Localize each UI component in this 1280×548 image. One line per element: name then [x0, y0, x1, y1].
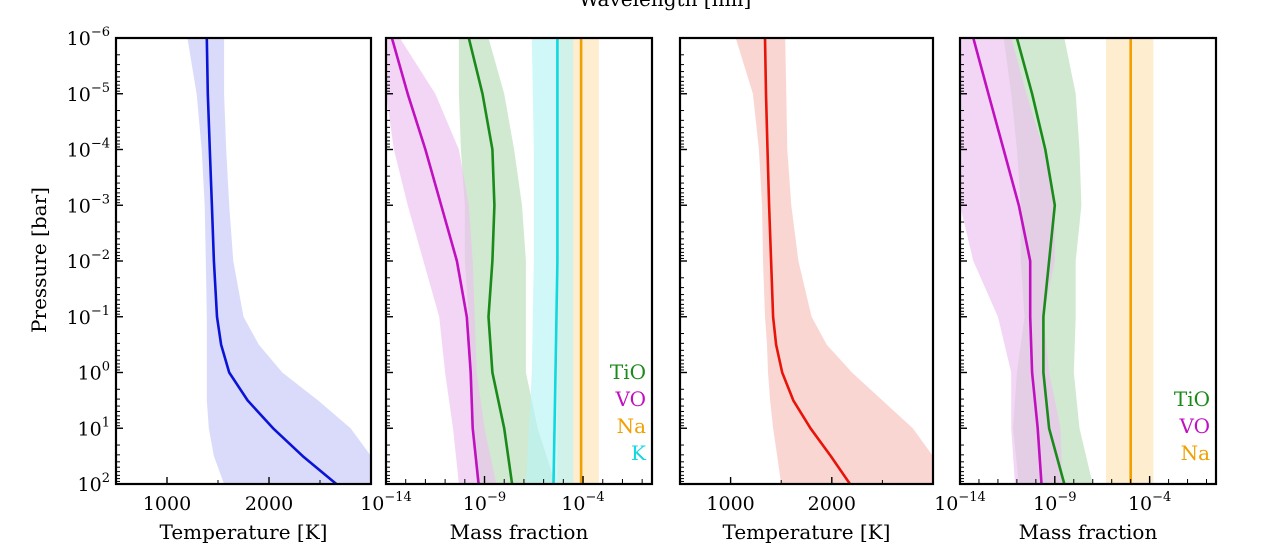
line-k — [552, 38, 559, 484]
y-axis-label: Pressure [bar] — [27, 187, 51, 333]
line-vo — [972, 38, 1043, 484]
x-tick-label: 1000 — [143, 493, 191, 515]
legend-vo: VO — [615, 387, 647, 411]
band-t-profile — [735, 38, 933, 484]
line-t-profile — [205, 38, 338, 484]
legend-tio: TiO — [610, 360, 646, 384]
band-t-profile — [187, 38, 371, 484]
y-tick-label: 10−5 — [67, 81, 110, 106]
panel-mass-fraction-1: 10−14 10−9 10−4 Mass fraction TiO VO Na K — [360, 36, 654, 544]
panel-mass-fraction-2: 10−14 10−9 10−4 Mass fraction TiO VO Na — [934, 36, 1218, 544]
line-vo — [390, 38, 480, 484]
band-k — [525, 38, 574, 484]
x-tick-label: 10−14 — [934, 490, 986, 515]
y-tick-label: 102 — [78, 471, 110, 496]
x-tick-label: 10−9 — [463, 490, 506, 515]
legend-k: K — [631, 441, 647, 465]
x-tick-label: 10−4 — [561, 490, 604, 515]
x-tick-label: 10−4 — [1128, 490, 1171, 515]
y-tick-label: 10−2 — [67, 248, 110, 273]
figure-top-label: Wavelength [nm] — [579, 0, 752, 11]
line-t-profile — [763, 38, 852, 484]
y-tick-label: 100 — [78, 360, 110, 385]
plot-area — [386, 38, 599, 484]
y-tick-label: 10−3 — [67, 192, 110, 217]
line-tio — [467, 38, 514, 484]
y-tick-label: 10−4 — [67, 137, 110, 162]
band-tio — [458, 38, 556, 484]
y-tick-label: 101 — [78, 415, 110, 440]
x-axis-label: Temperature [K] — [723, 520, 891, 544]
plot-area — [960, 38, 1154, 484]
band-vo — [960, 38, 1063, 484]
plot-area — [187, 38, 371, 484]
y-tick-label: 10−6 — [67, 25, 110, 50]
x-axis-label: Mass fraction — [1019, 520, 1158, 544]
legend-na: Na — [1181, 441, 1211, 465]
legend-tio: TiO — [1174, 387, 1210, 411]
x-tick-label: 2000 — [808, 493, 856, 515]
x-axis-label: Mass fraction — [450, 520, 589, 544]
x-tick-label: 10−14 — [360, 490, 412, 515]
y-tick-label: 10−1 — [67, 304, 110, 329]
legend-na: Na — [617, 414, 647, 438]
legend-vo: VO — [1179, 414, 1211, 438]
plot-area — [735, 38, 933, 484]
panel-temperature-2: 1000 2000 Temperature [K] — [678, 36, 935, 544]
x-axis-label: Temperature [K] — [160, 520, 328, 544]
line-tio — [1015, 38, 1066, 484]
x-tick-label: 1000 — [706, 493, 754, 515]
band-vo — [386, 38, 497, 484]
panel-temperature-1: 10−6 10−5 10−4 10−3 10−2 10−1 100 101 102 1000 200… — [67, 25, 373, 544]
x-tick-label: 2000 — [245, 493, 293, 515]
x-tick-label: 10−9 — [1033, 490, 1076, 515]
